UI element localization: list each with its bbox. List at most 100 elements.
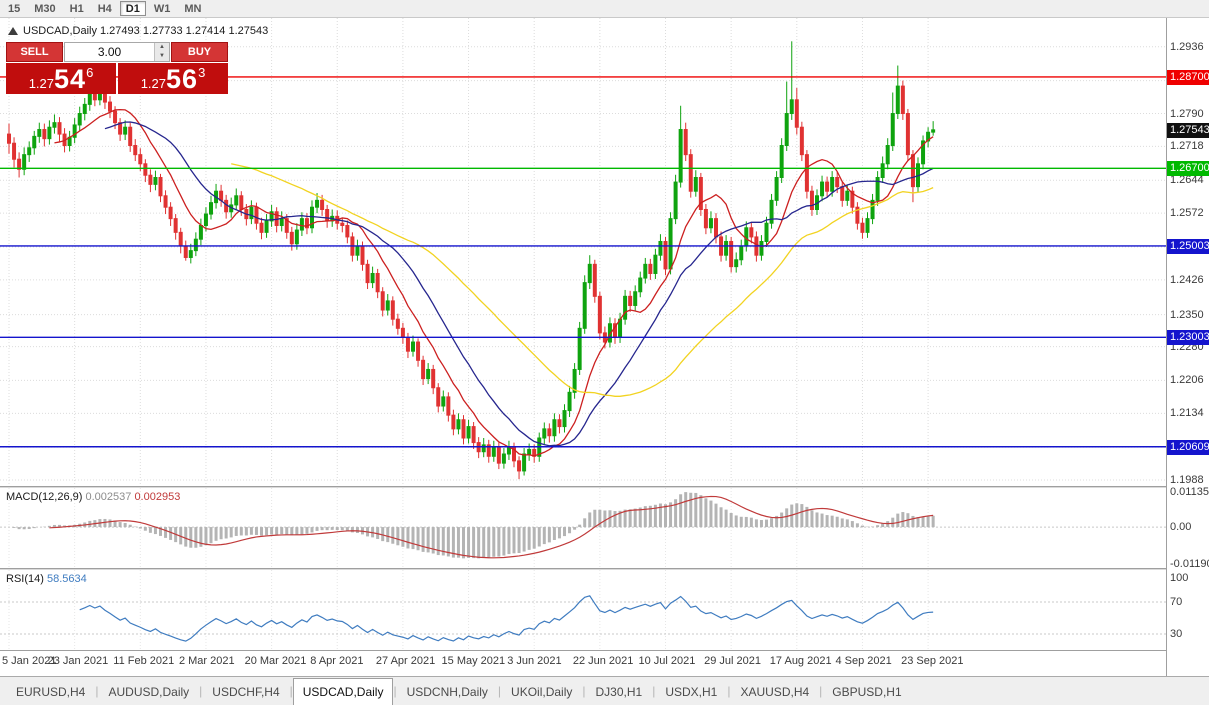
buy-button[interactable]: BUY — [171, 42, 228, 62]
time-axis-label: 8 Apr 2021 — [310, 655, 364, 667]
sell-price-big: 54 — [54, 64, 87, 94]
macd-value-main: 0.002537 — [85, 491, 132, 503]
time-axis-label: 23 Jan 2021 — [47, 655, 109, 667]
time-axis-label: 11 Feb 2021 — [113, 655, 175, 667]
candlestick-series — [7, 41, 936, 480]
price-level-badge: 1.23003 — [1167, 330, 1209, 346]
tab-separator: | — [582, 684, 586, 698]
trade-widget-controls: SELL 3.00 ▲ ▼ BUY — [6, 42, 228, 62]
timeframe-button-w1[interactable]: W1 — [153, 3, 171, 15]
price-level-badge: 1.28700 — [1167, 69, 1209, 85]
tab-usdcad-daily[interactable]: USDCAD,Daily — [292, 678, 394, 705]
panel-separator[interactable] — [0, 568, 1166, 570]
rsi-axis-label: 30 — [1170, 628, 1183, 640]
volume-input[interactable]: 3.00 ▲ ▼ — [64, 42, 170, 62]
tab-dj30-h1[interactable]: DJ30,H1 — [595, 684, 643, 699]
chart-title: USDCAD,Daily 1.27493 1.27733 1.27414 1.2… — [23, 25, 269, 37]
tab-separator: | — [497, 684, 502, 698]
volume-value: 3.00 — [97, 45, 122, 59]
ma-fast-line — [54, 108, 934, 457]
timeframe-button-h1[interactable]: H1 — [69, 3, 84, 15]
time-axis-label: 17 Aug 2021 — [769, 655, 832, 667]
price-level-badge: 1.20609 — [1167, 439, 1209, 455]
macd-panel[interactable]: MACD(12,26,9) 0.002537 0.002953 — [0, 488, 1166, 568]
price-level-badge: 1.26700 — [1167, 161, 1209, 177]
timeframe-button-d1[interactable]: D1 — [119, 1, 146, 16]
tab-gbpusd-h1[interactable]: GBPUSD,H1 — [832, 684, 902, 699]
tab-separator: | — [727, 684, 731, 698]
time-axis-label: 22 Jun 2021 — [572, 655, 634, 667]
one-click-collapse-icon[interactable] — [8, 27, 18, 35]
chart-area: USDCAD,Daily 1.27493 1.27733 1.27414 1.2… — [0, 18, 1209, 676]
tab-usdchf-h4[interactable]: USDCHF,H4 — [212, 684, 280, 699]
rsi-axis-label: 100 — [1170, 572, 1189, 584]
tab-usdcnh-daily[interactable]: USDCNH,Daily — [406, 684, 488, 699]
volume-decrease-button[interactable]: ▼ — [155, 52, 169, 61]
price-axis-label: 1.2936 — [1170, 40, 1204, 53]
time-axis[interactable]: 5 Jan 2021 23 Jan 2021 11 Feb 2021 2 Mar 20… — [0, 650, 1166, 676]
time-axis-label: 20 Mar 2021 — [244, 655, 307, 667]
macd-header: MACD(12,26,9) 0.002537 0.002953 — [6, 491, 180, 503]
macd-axis-label: -0.01190 — [1170, 557, 1209, 570]
price-axis-label: 1.2644 — [1170, 174, 1204, 187]
tab-usdx-h1[interactable]: USDX,H1 — [665, 684, 718, 699]
panel-separator[interactable] — [0, 486, 1166, 488]
volume-spinner: ▲ ▼ — [154, 43, 169, 61]
time-axis-label: 10 Jul 2021 — [638, 655, 696, 667]
chart-plots: USDCAD,Daily 1.27493 1.27733 1.27414 1.2… — [0, 18, 1166, 676]
rsi-header: RSI(14) 58.5634 — [6, 573, 87, 585]
rsi-canvas — [0, 570, 1166, 650]
current-price-badge: 1.27543 — [1167, 122, 1209, 138]
chart-header: USDCAD,Daily 1.27493 1.27733 1.27414 1.2… — [8, 25, 268, 37]
price-axis-label: 1.2790 — [1170, 107, 1204, 120]
macd-axis-label: 0.00 — [1170, 521, 1192, 534]
tab-ukoil-daily[interactable]: UKOil,Daily — [511, 684, 573, 699]
timeframe-button-m30[interactable]: M30 — [34, 3, 56, 15]
macd-canvas — [0, 488, 1166, 568]
macd-axis-label: 0.01135 — [1170, 486, 1209, 499]
volume-increase-button[interactable]: ▲ — [155, 43, 169, 52]
timeframe-button-h4[interactable]: H4 — [97, 3, 112, 15]
time-axis-label: 2 Mar 2021 — [178, 655, 235, 667]
sell-button[interactable]: SELL — [6, 42, 63, 62]
chart-tab-bar: EURUSD,H4 | AUDUSD,Daily | USDCHF,H4 | USDCAD,… — [0, 676, 1209, 705]
main-chart-panel[interactable]: USDCAD,Daily 1.27493 1.27733 1.27414 1.2… — [0, 18, 1166, 486]
timeframe-toolbar: 15 M30 H1 H4 D1 W1 MN — [0, 0, 1209, 18]
rsi-panel[interactable]: RSI(14) 58.5634 — [0, 570, 1166, 650]
macd-signal-line — [49, 495, 934, 559]
price-level-badge: 1.25003 — [1167, 238, 1209, 254]
time-axis-label: 3 Jun 2021 — [507, 655, 562, 667]
time-axis-label: 15 May 2021 — [441, 655, 506, 667]
price-axis-label: 1.2426 — [1170, 273, 1204, 286]
buy-price-display[interactable]: 1.27 56 3 — [118, 63, 228, 94]
price-chart-canvas — [0, 18, 1166, 486]
tab-xauusd-h4[interactable]: XAUUSD,H4 — [740, 684, 810, 699]
chart-grid — [0, 18, 1166, 486]
time-axis-label: 27 Apr 2021 — [375, 655, 436, 667]
tab-separator: | — [95, 684, 99, 698]
price-axis[interactable]: 1.2936 1.2790 1.2718 1.2644 1.2572 1.2426 1.23… — [1166, 18, 1209, 676]
timeframe-button-15[interactable]: 15 — [8, 3, 21, 15]
timeframe-button-mn[interactable]: MN — [184, 3, 202, 15]
buy-price-big: 56 — [166, 64, 199, 94]
price-axis-label: 1.2572 — [1170, 207, 1204, 220]
sell-price-display[interactable]: 1.27 54 6 — [6, 63, 116, 94]
one-click-trading-widget: SELL 3.00 ▲ ▼ BUY 1.27 — [6, 42, 228, 94]
sell-price-prefix: 1.27 — [28, 76, 55, 91]
tab-separator: | — [289, 684, 293, 698]
tab-audusd-daily[interactable]: AUDUSD,Daily — [108, 684, 190, 699]
time-axis-label: 23 Sep 2021 — [901, 655, 964, 667]
time-axis-label: 4 Sep 2021 — [835, 655, 892, 667]
tab-eurusd-h4[interactable]: EURUSD,H4 — [16, 684, 86, 699]
rsi-line — [79, 595, 934, 642]
price-axis-label: 1.2206 — [1170, 374, 1204, 387]
tab-separator: | — [652, 684, 656, 698]
trade-widget-prices: 1.27 54 6 1.27 56 3 — [6, 63, 228, 94]
price-axis-label: 1.2350 — [1170, 308, 1204, 321]
tab-separator: | — [199, 684, 203, 698]
rsi-value: 58.5634 — [46, 573, 87, 585]
price-axis-label: 1.1988 — [1170, 474, 1204, 487]
macd-value-signal: 0.002953 — [134, 491, 181, 503]
macd-label: MACD(12,26,9) — [6, 491, 83, 503]
